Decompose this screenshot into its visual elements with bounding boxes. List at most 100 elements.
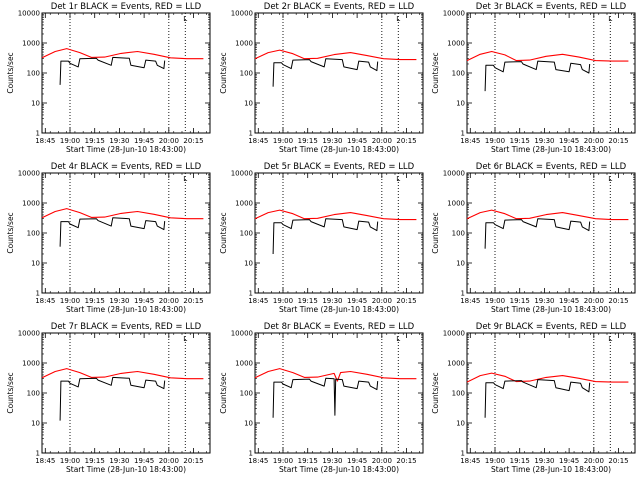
y-axis-label: Counts/sec (6, 52, 15, 93)
y-tick-label: 1 (249, 130, 253, 138)
y-tick-label: 1 (461, 450, 465, 458)
plot-frame (254, 332, 424, 454)
x-tick-label: 19:00 (485, 137, 505, 145)
events-series-line (272, 58, 379, 87)
x-tick-label: 20:00 (584, 457, 604, 465)
events-series-line (272, 377, 379, 418)
x-tick-label: 19:30 (322, 297, 342, 305)
y-tick-label: 10 (456, 420, 465, 428)
x-tick-label: 20:00 (159, 297, 179, 305)
y-tick-label: 10000 (443, 170, 465, 178)
y-tick-label: 10000 (18, 170, 40, 178)
x-tick-label: 20:00 (584, 297, 604, 305)
panel-title: Det 3r BLACK = Events, RED = LLD (476, 2, 627, 12)
plot-frame (41, 172, 211, 294)
x-tick-label: 19:15 (85, 137, 105, 145)
lld-series-line (466, 209, 629, 221)
y-tick-label: 1000 (447, 40, 465, 48)
x-axis-label: Start Time (28-Jun-10 18:43:00) (491, 465, 611, 474)
y-tick-label: 10000 (231, 10, 253, 18)
corner-marker: L (396, 335, 400, 343)
events-series-line (484, 60, 591, 92)
lld-series-line (254, 49, 417, 61)
x-axis-label: Start Time (28-Jun-10 18:43:00) (66, 145, 186, 154)
y-tick-label: 100 (240, 230, 253, 238)
corner-marker: L (608, 175, 612, 183)
x-tick-label: 19:45 (347, 297, 367, 305)
y-tick-label: 1 (249, 290, 253, 298)
corner-marker: L (608, 335, 612, 343)
y-tick-label: 10 (31, 100, 40, 108)
x-tick-label: 19:00 (273, 457, 293, 465)
x-tick-label: 19:30 (109, 137, 129, 145)
y-tick-label: 10 (31, 420, 40, 428)
y-tick-label: 10 (456, 100, 465, 108)
plot-frame (466, 332, 636, 454)
x-tick-label: 20:00 (372, 137, 392, 145)
x-tick-label: 19:15 (85, 297, 105, 305)
x-axis-label: Start Time (28-Jun-10 18:43:00) (279, 465, 399, 474)
y-tick-label: 100 (452, 390, 465, 398)
y-tick-label: 1 (461, 290, 465, 298)
x-tick-label: 19:45 (559, 297, 579, 305)
corner-marker: L (183, 175, 187, 183)
x-tick-label: 19:30 (534, 457, 554, 465)
x-axis-label: Start Time (28-Jun-10 18:43:00) (491, 305, 611, 314)
detector-panel-4: Det 4r BLACK = Events, RED = LLD 1 10 100 10… (6, 162, 211, 314)
events-series-line (484, 218, 591, 249)
detector-panel-7: Det 7r BLACK = Events, RED = LLD 1 10 100 10… (6, 322, 211, 474)
y-tick-label: 100 (240, 70, 253, 78)
y-tick-label: 10000 (443, 330, 465, 338)
y-tick-label: 1000 (447, 200, 465, 208)
x-tick-label: 19:30 (109, 297, 129, 305)
panel-title: Det 9r BLACK = Events, RED = LLD (476, 322, 627, 332)
y-tick-label: 1000 (22, 200, 40, 208)
plot-frame (466, 172, 636, 294)
events-series-line (59, 217, 166, 247)
x-tick-label: 18:45 (35, 137, 55, 145)
x-tick-label: 18:45 (35, 457, 55, 465)
y-axis-label: Counts/sec (219, 212, 228, 253)
panel-title: Det 6r BLACK = Events, RED = LLD (476, 162, 627, 172)
x-tick-label: 18:45 (248, 457, 268, 465)
x-tick-label: 18:45 (248, 297, 268, 305)
y-axis-label: Counts/sec (431, 52, 440, 93)
y-tick-label: 10000 (18, 10, 40, 18)
corner-marker: L (183, 335, 187, 343)
x-tick-label: 20:15 (608, 137, 628, 145)
x-tick-label: 19:45 (347, 137, 367, 145)
events-series-line (484, 379, 591, 418)
y-tick-label: 1 (249, 450, 253, 458)
x-tick-label: 20:15 (396, 137, 416, 145)
y-tick-label: 1 (461, 130, 465, 138)
x-tick-label: 20:15 (608, 457, 628, 465)
plot-frame (41, 12, 211, 134)
x-tick-label: 19:00 (485, 297, 505, 305)
y-tick-label: 10000 (18, 330, 40, 338)
lld-series-line (41, 368, 204, 380)
y-tick-label: 10 (244, 100, 253, 108)
lld-series-line (254, 368, 417, 382)
x-tick-label: 18:45 (35, 297, 55, 305)
x-tick-label: 20:15 (183, 297, 203, 305)
x-tick-label: 20:15 (396, 297, 416, 305)
lld-series-line (466, 372, 629, 383)
y-tick-label: 1 (36, 130, 40, 138)
y-tick-label: 100 (27, 70, 40, 78)
y-tick-label: 10 (244, 420, 253, 428)
detector-panel-8: Det 8r BLACK = Events, RED = LLD 1 10 100 10… (219, 322, 424, 474)
detector-panel-1: Det 1r BLACK = Events, RED = LLD 1 10 100 10… (6, 2, 211, 154)
x-tick-label: 19:15 (510, 137, 530, 145)
x-tick-label: 20:15 (183, 137, 203, 145)
x-tick-label: 19:15 (298, 137, 318, 145)
panel-title: Det 5r BLACK = Events, RED = LLD (264, 162, 415, 172)
corner-marker: L (183, 15, 187, 23)
y-tick-label: 1000 (22, 40, 40, 48)
x-tick-label: 20:15 (396, 457, 416, 465)
x-tick-label: 19:45 (559, 137, 579, 145)
x-tick-label: 19:30 (322, 457, 342, 465)
panel-title: Det 8r BLACK = Events, RED = LLD (264, 322, 415, 332)
y-tick-label: 1 (36, 450, 40, 458)
x-tick-label: 19:15 (510, 297, 530, 305)
corner-marker: L (396, 175, 400, 183)
